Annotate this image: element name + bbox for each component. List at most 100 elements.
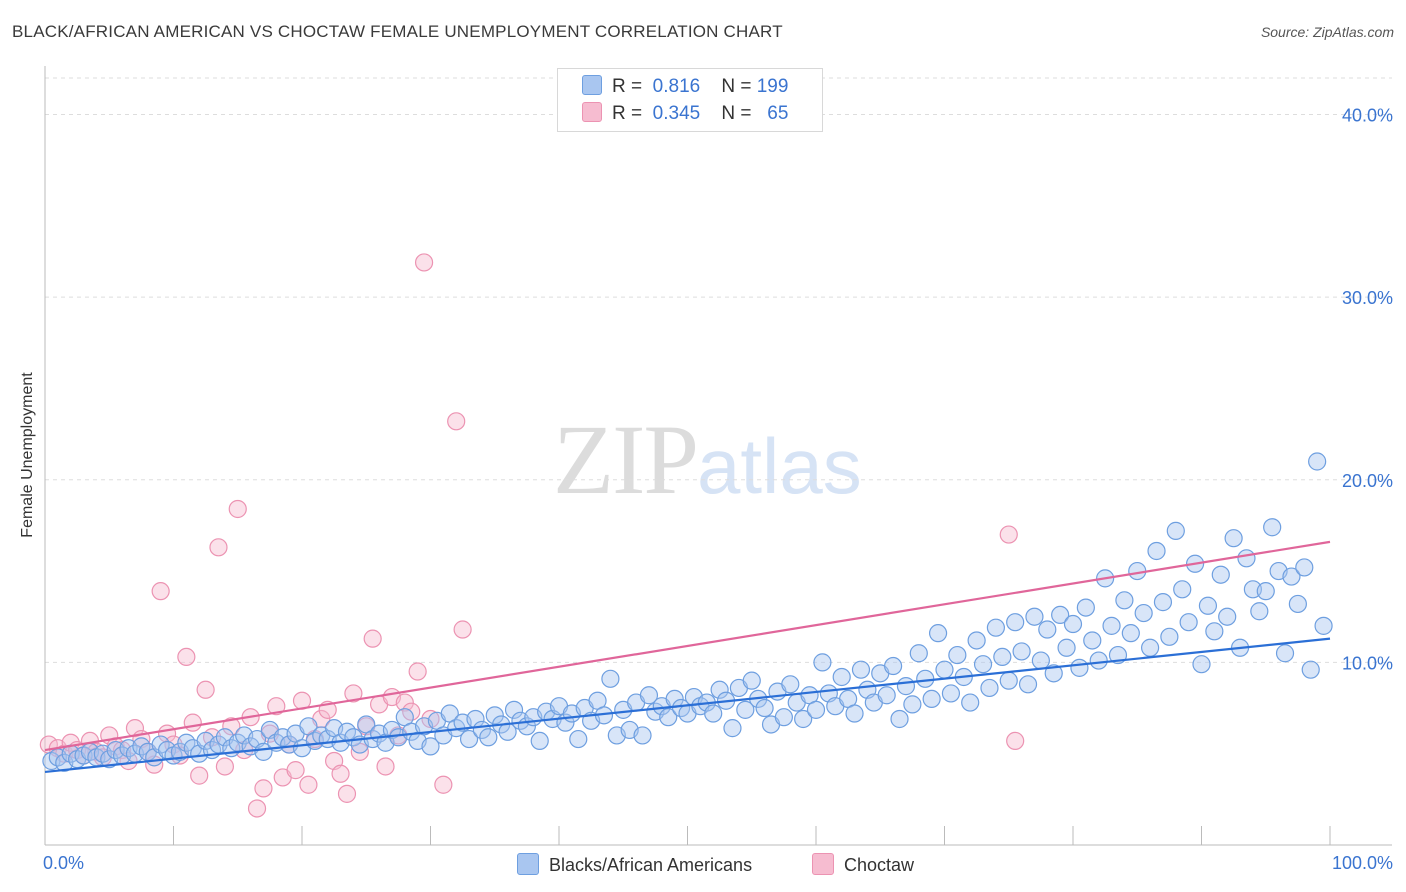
data-point-blacks [980,678,999,698]
data-point-blacks [1051,605,1070,625]
data-point-choctaw [209,538,228,557]
r-label: R = [612,76,643,97]
x-tick-label: 100.0% [1332,853,1393,873]
data-point-blacks [1134,603,1153,623]
data-point-blacks [485,706,504,725]
data-point-blacks [1025,607,1044,626]
data-point-blacks [941,684,961,703]
data-point-choctaw [344,684,363,703]
data-point-blacks [639,686,659,705]
data-point-choctaw [267,697,286,716]
data-point-blacks [967,631,986,650]
data-point-choctaw [395,693,414,712]
legend-row-choctaw: R = 0.345 N = 65 [582,101,788,127]
data-point-blacks [459,729,479,749]
data-point-blacks [832,667,851,687]
data-point-choctaw [222,717,241,736]
data-point-blacks [1288,594,1307,614]
r-value: 0.345 [652,103,701,124]
data-point-choctaw [190,766,209,785]
data-point-blacks [742,671,761,690]
data-point-blacks [1166,521,1185,540]
data-point-blacks [1147,541,1166,561]
y-tick-label: 30.0% [1342,288,1393,308]
data-point-blacks [1250,602,1269,621]
data-point-blacks [1012,642,1031,661]
data-point-choctaw [286,761,305,780]
data-point-blacks [993,647,1012,667]
data-point-choctaw [414,253,434,272]
data-point-blacks [723,719,742,738]
data-point-choctaw [196,680,215,699]
data-point-blacks [1076,598,1095,617]
data-point-choctaw [363,629,382,648]
data-point-blacks [794,709,813,729]
data-point-choctaw [337,784,357,803]
pink-swatch [582,102,602,122]
n-label: N = [721,76,752,97]
data-point-choctaw [453,620,472,639]
data-point-blacks [1083,631,1102,650]
data-point-blacks [382,720,402,740]
n-label: N = [721,103,752,124]
tick-labels: 10.0% 20.0% 30.0% 40.0% 0.0% 100.0% [43,106,1393,873]
data-point-blacks [999,671,1018,690]
correlation-legend: R = 0.816 N = 199 R = 0.345 N = 65 [557,68,823,132]
data-point-blacks [896,677,916,696]
n-value: 65 [767,103,789,124]
data-point-blacks [1140,638,1160,657]
data-point-blacks [1160,627,1179,646]
axes [44,66,1392,846]
data-point-blacks [633,726,652,745]
data-point-blacks [569,729,588,749]
data-point-choctaw [183,713,202,732]
data-point-choctaw [376,757,395,776]
data-point-choctaw [447,412,466,431]
bottom-legend: Blacks/African Americans Choctaw [0,852,1406,878]
data-point-blacks [1218,607,1237,626]
data-point-blacks [1314,616,1333,635]
data-point-blacks [1224,529,1243,548]
data-point-blacks [890,709,909,729]
legend-label: Choctaw [844,855,915,875]
y-tick-label: 10.0% [1342,653,1393,673]
data-point-blacks [1282,567,1301,586]
data-point-blacks [479,728,498,747]
data-point-blacks [813,653,832,672]
data-point-blacks [1115,591,1134,610]
data-point-blacks [1063,614,1083,634]
data-point-blacks [774,708,793,727]
y-tick-label: 40.0% [1342,106,1393,126]
data-point-blacks [1301,660,1320,679]
data-point-blacks [1057,638,1076,657]
data-point-blacks [704,704,723,723]
data-point-choctaw [408,662,427,681]
data-point-choctaw [1006,731,1025,751]
data-point-blacks [1038,620,1057,639]
data-point-blacks [909,644,928,663]
data-point-blacks [1198,596,1218,615]
data-point-blacks [530,731,549,751]
r-value: 0.816 [652,76,701,97]
data-point-choctaw [247,799,267,818]
data-point-blacks [1089,651,1108,670]
data-point-blacks [1179,613,1198,632]
x-tick-label: 0.0% [43,853,84,873]
data-point-choctaw [151,582,170,601]
data-point-blacks [1237,549,1256,568]
pink-swatch [812,853,834,875]
watermark: ZIPatlas [553,402,862,517]
data-point-blacks [851,660,871,679]
data-point-blacks [1295,558,1314,577]
data-point-blacks [755,698,774,718]
data-point-blacks [1308,452,1327,471]
data-point-blacks [883,656,903,676]
data-point-blacks [710,680,729,699]
data-point-choctaw [421,709,440,729]
data-point-blacks [601,669,620,688]
data-point-blacks [1173,580,1192,599]
data-point-blacks [1031,651,1050,670]
data-point-blacks [1263,518,1282,537]
data-point-choctaw [228,499,247,519]
data-point-choctaw [177,647,196,667]
